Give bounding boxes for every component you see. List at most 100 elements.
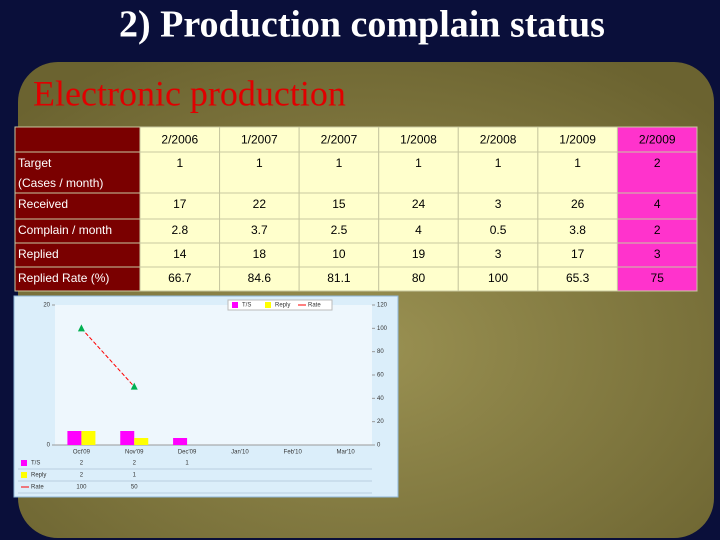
cell-value: 19 <box>412 247 426 261</box>
data-table-value: 2 <box>133 461 137 467</box>
cell-value: 3.8 <box>569 223 586 237</box>
cell-value: 1 <box>256 156 263 170</box>
table-cell <box>378 242 459 268</box>
column-header: 2/2008 <box>480 133 517 147</box>
column-header: 2/2007 <box>321 133 358 147</box>
table-cell <box>298 266 380 292</box>
data-table-value: 100 <box>76 485 87 491</box>
table-cell <box>537 266 618 292</box>
column-header: 1/2008 <box>400 133 437 147</box>
cell-value: 18 <box>253 247 267 261</box>
x-tick-label: Oct'09 <box>73 450 91 456</box>
y2-tick-label: 60 <box>377 373 384 379</box>
legend-swatch <box>265 302 271 308</box>
plot-area <box>55 305 372 445</box>
x-tick-label: Dec'09 <box>178 450 197 456</box>
cell-value: 3 <box>495 247 502 261</box>
cell-value: 0.5 <box>490 223 507 237</box>
legend-box <box>227 299 333 311</box>
y2-tick-label: 80 <box>377 349 384 355</box>
table-cell <box>616 242 698 268</box>
cell-value: 1 <box>176 156 183 170</box>
data-table-value: 1 <box>185 461 189 467</box>
bar <box>173 438 188 445</box>
table-cell <box>298 151 380 194</box>
cell-value: 3.7 <box>251 223 268 237</box>
table-cell <box>378 151 459 194</box>
column-header: 1/2007 <box>241 133 278 147</box>
row-label: Target <box>18 156 52 170</box>
cell-value: 65.3 <box>566 271 590 285</box>
y-tick-label: 0 <box>47 443 51 449</box>
cell-value: 14 <box>173 247 187 261</box>
row-label: Complain / month <box>18 223 112 237</box>
cell-value: 15 <box>332 197 346 211</box>
y2-tick-label: 0 <box>377 443 381 449</box>
cell-value: 17 <box>571 247 585 261</box>
cell-value: 1 <box>415 156 422 170</box>
table-cell <box>139 192 221 220</box>
cell-value: 66.7 <box>168 271 192 285</box>
header-cell <box>219 126 300 153</box>
chart: 0 20 0 20 40 60 80 100 120 Oct'09 Nov'09 Dec'09 Jan'… <box>13 295 399 498</box>
header-cell <box>457 126 539 153</box>
rate-marker <box>77 324 85 332</box>
cell-value: 17 <box>173 197 187 211</box>
row-label: Received <box>18 197 68 211</box>
table-cell <box>616 192 698 220</box>
legend-label: T/S <box>242 303 251 309</box>
y2-tick-label: 120 <box>377 303 388 309</box>
legend-swatch <box>232 302 238 308</box>
y2-tick-label: 40 <box>377 396 384 402</box>
table-cell <box>219 151 300 194</box>
x-tick-label: Nov'09 <box>125 450 144 456</box>
cell-value: 100 <box>488 271 508 285</box>
table-cell <box>298 192 380 220</box>
data-table-label: Rate <box>31 485 44 491</box>
column-header: 2/2009 <box>639 133 676 147</box>
table-cell <box>219 192 300 220</box>
data-table-swatch <box>21 460 27 466</box>
table-cell <box>139 266 221 292</box>
cell-value: 2 <box>654 223 661 237</box>
table-cell <box>457 242 539 268</box>
cell-value: 10 <box>332 247 346 261</box>
section-title: Electronic production <box>33 73 346 113</box>
bar <box>120 431 135 445</box>
table-cell <box>298 218 380 244</box>
x-tick-label: Feb'10 <box>284 450 303 456</box>
cell-value: 4 <box>654 197 661 211</box>
cell-value: 22 <box>253 197 267 211</box>
rate-marker <box>130 382 138 390</box>
data-table-value: 2 <box>80 473 84 479</box>
cell-value: 81.1 <box>327 271 351 285</box>
bar <box>81 431 96 445</box>
x-tick-label: Jan'10 <box>231 450 249 456</box>
header-cell <box>298 126 380 153</box>
cell-value: 26 <box>571 197 585 211</box>
x-tick-label: Mar'10 <box>337 450 356 456</box>
table-cell <box>457 266 539 292</box>
bar <box>67 431 82 445</box>
cell-value: 2.8 <box>171 223 188 237</box>
table-cell <box>457 151 539 194</box>
y2-tick-label: 20 <box>377 419 384 425</box>
row-label: Replied Rate (%) <box>18 271 109 285</box>
data-table-swatch <box>21 472 27 478</box>
cell-value: 24 <box>412 197 426 211</box>
bar <box>134 438 149 445</box>
table-cell <box>378 218 459 244</box>
cell-value: 1 <box>574 156 581 170</box>
title-bar <box>0 0 720 52</box>
cell-value: 2.5 <box>331 223 348 237</box>
cell-value: 1 <box>336 156 343 170</box>
cell-value: 3 <box>654 247 661 261</box>
cell-value: 1 <box>495 156 502 170</box>
data-table-label: T/S <box>31 461 40 467</box>
cell-value: 3 <box>495 197 502 211</box>
cell-value: 4 <box>415 223 422 237</box>
y2-tick-label: 100 <box>377 326 388 332</box>
row-label-cell <box>14 151 141 194</box>
